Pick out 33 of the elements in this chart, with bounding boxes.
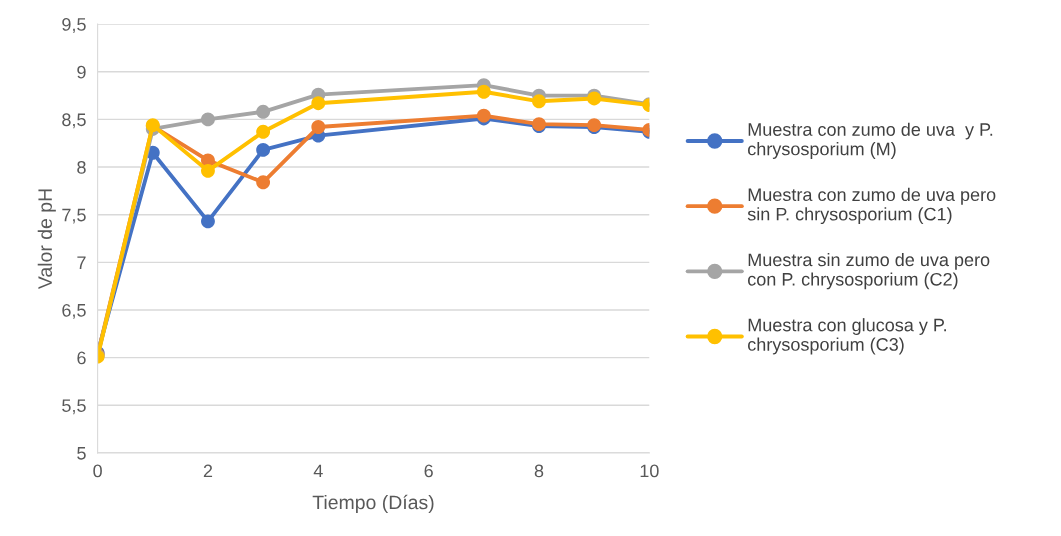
y-tick-label: 7 (77, 256, 86, 269)
y-tick-label: 8 (77, 160, 86, 174)
y-tick-label: 5,5 (62, 399, 86, 415)
x-tick-label: 8 (534, 464, 544, 478)
y-tick-label: 7,5 (62, 208, 86, 224)
x-tick-label: 0 (93, 464, 102, 478)
y-tick-label: 8,5 (62, 113, 86, 129)
point (311, 96, 326, 111)
x-axis-title: Tiempo (Días) (312, 494, 434, 514)
point (532, 94, 546, 109)
y-tick-label: 6 (77, 351, 86, 365)
point (201, 112, 215, 127)
legend-label: Muestra con glucosa y P. chrysosporium (C3) (748, 318, 946, 355)
y-tick-label: 6,5 (62, 303, 86, 319)
point (256, 124, 271, 139)
x-tick-label: 10 (640, 464, 659, 478)
x-tick-label: 4 (313, 464, 323, 478)
point (256, 175, 271, 190)
point (201, 163, 215, 178)
legend-label: Muestra con zumo de uva y P. chrysosporium (M) (748, 122, 993, 159)
legend-label: Muestra sin zumo de uva pero con P. chrysosporium (C2) (748, 252, 990, 290)
y-axis-title: Valor de pH (37, 189, 56, 290)
x-tick-label: 6 (424, 464, 433, 478)
point (201, 214, 215, 229)
point (311, 120, 326, 134)
point (256, 104, 271, 119)
y-tick-label: 5 (77, 447, 86, 460)
legend-label: Muestra con zumo de uva pero sin P. chrysosporium (C1) (747, 187, 996, 225)
y-tick-label: 9,5 (62, 18, 86, 33)
point (256, 142, 271, 157)
y-tick-label: 9 (77, 65, 86, 79)
x-tick-label: 2 (203, 464, 213, 478)
point (476, 84, 491, 99)
